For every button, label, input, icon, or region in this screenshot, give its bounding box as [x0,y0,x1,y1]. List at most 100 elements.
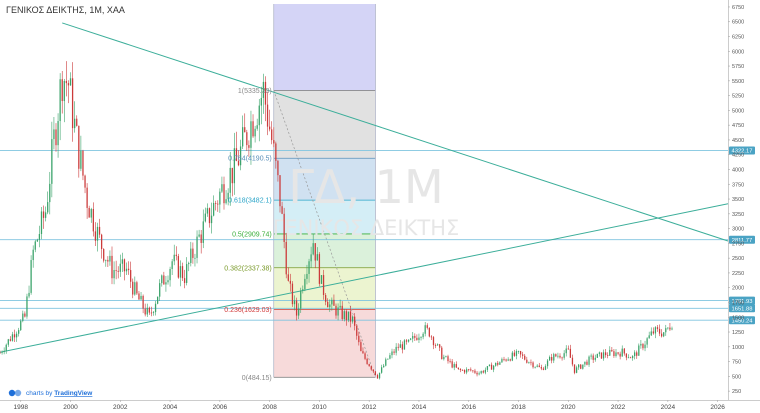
candle-body [51,139,53,184]
fib-label-0: 0(484.15) [242,375,272,382]
candle-body [312,243,314,255]
candle-body [26,296,28,317]
candle [225,190,227,205]
candle [497,360,499,367]
candle [49,171,51,215]
y-tick-label: 4500 [732,138,744,144]
tradingview-credit[interactable]: charts by TradingView [8,389,94,397]
candle [96,222,99,252]
candle-body [468,369,470,371]
candle [551,353,553,364]
candle [40,207,43,240]
candle [459,368,462,373]
candle-body [7,339,9,345]
candle [665,324,667,336]
candle [20,319,22,331]
candle-body [511,352,513,361]
price-badge-4 [729,316,755,325]
candle-body [607,355,609,356]
candle-body [314,243,316,261]
candle-body [383,365,385,368]
candle [540,364,542,371]
price-axis[interactable]: 250 500 750 1000 1250 1500 1750 2000 2250 2500 275… [728,0,744,400]
candle [200,229,202,254]
candle [428,327,430,338]
candle-body [434,345,437,346]
candle [76,115,78,127]
candle [69,72,72,86]
candle [656,324,659,332]
candle [244,113,246,133]
candle [356,324,358,340]
candle-body [80,150,82,169]
candle [385,357,387,367]
trendline-1[interactable] [0,203,729,353]
candle [578,363,580,370]
candle-body [598,352,601,354]
candle [266,91,269,136]
trendlines[interactable] [0,22,729,353]
candle-body [596,353,598,358]
price-badge-label-2: 1781.93 [732,299,753,305]
fib-band-0.236 [273,309,376,378]
candle [239,139,242,171]
candle [443,354,445,361]
candle [119,254,121,277]
candle-body [580,364,582,369]
candle [561,356,563,361]
candle [422,332,424,340]
candle-body [341,305,343,320]
candle [293,295,296,311]
watermark-name: ΓΕΝΙΚΟΣ ΔΕΙΚΤΗΣ [273,216,460,240]
candle-body [461,369,464,371]
candle [127,261,130,275]
candle [501,357,503,363]
candle-body [146,307,148,315]
candle-body [482,371,484,373]
candle [416,334,418,341]
candle-body [588,356,590,365]
candle [420,336,422,341]
candle [271,121,273,145]
y-tick-label: 5250 [732,94,744,100]
x-tick-label: 2012 [362,404,377,411]
candle-body [430,336,433,338]
candle-body [308,261,310,274]
candle [235,131,238,162]
candle [592,353,594,364]
candle [252,114,254,138]
candle-body [34,241,36,250]
candle [461,369,464,371]
candle-body [347,311,350,321]
candle-body [229,167,231,193]
candle [206,203,209,217]
candle [291,281,294,307]
candle-body [625,353,628,358]
candle-body [515,351,518,356]
candle-body [28,292,30,297]
time-axis[interactable]: 1998 2000 2002 2004 2006 2008 2010 2012 2014 2016… [0,400,760,411]
candle [146,303,148,317]
candle-body [275,143,277,161]
candle-body [94,231,97,241]
candle-body [368,364,370,367]
candle [426,323,428,330]
candle-body [69,78,72,86]
candle [412,332,414,343]
candle-body [573,364,576,373]
candle [629,356,632,359]
y-tick-label: 500 [732,374,741,380]
candle [32,245,34,268]
candle-body [669,327,671,330]
fibonacci-retracement[interactable] [273,4,376,378]
trendline-0[interactable] [62,22,729,242]
candle [161,274,163,287]
candle [364,351,366,361]
candle-body [391,351,393,356]
candle [507,357,509,362]
candle-body [534,366,536,368]
candle [90,207,92,223]
candle [513,349,516,357]
